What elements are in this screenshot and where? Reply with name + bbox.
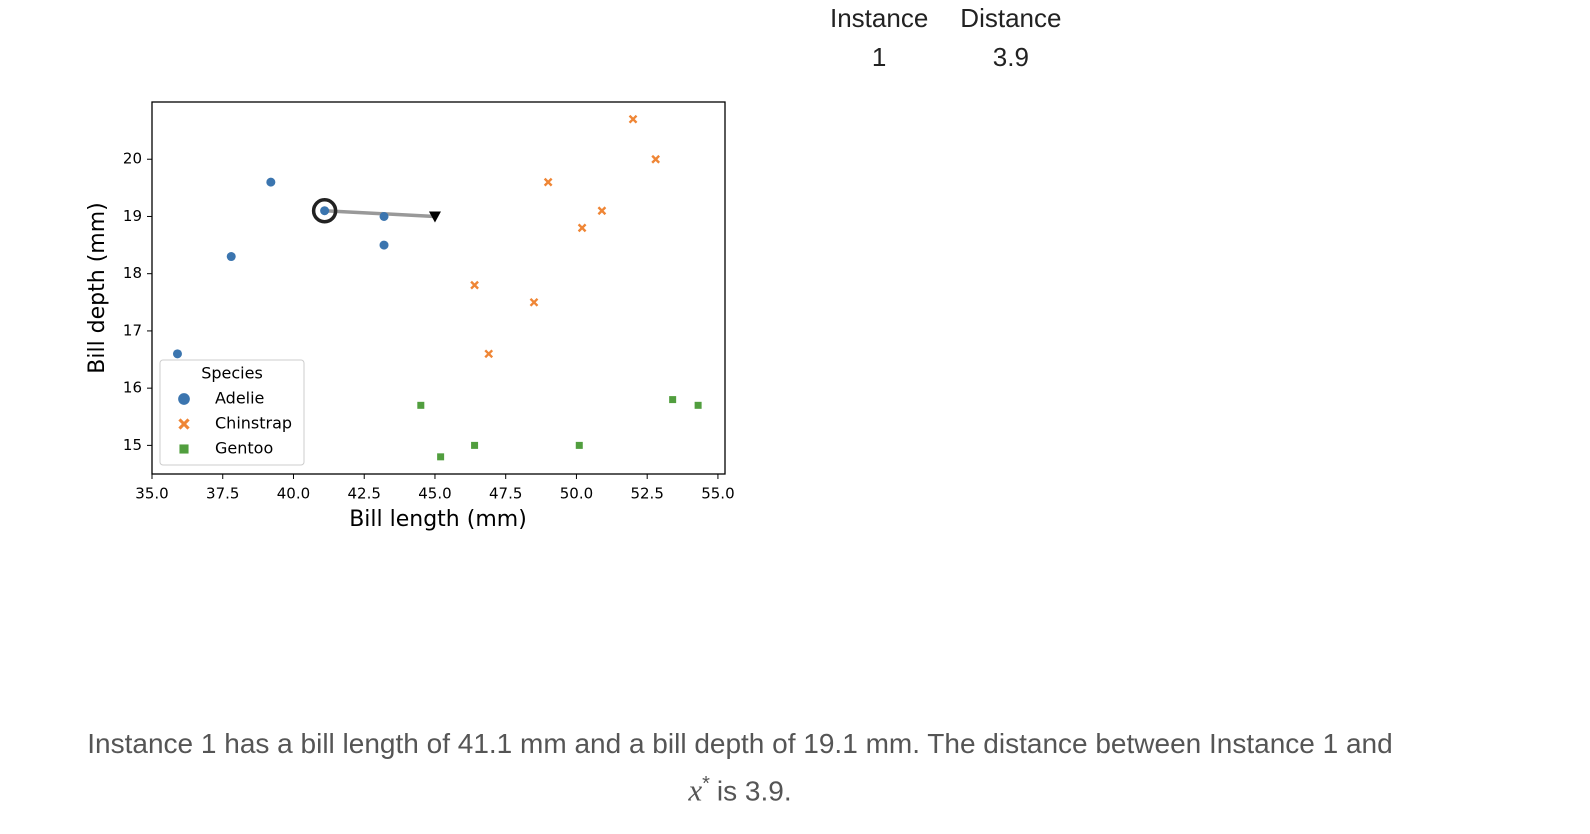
distance-line (324, 208, 436, 219)
point (529, 297, 539, 307)
reference-point (428, 211, 441, 223)
x-tick-label: 35.0 (135, 485, 168, 503)
legend-marker (178, 393, 190, 405)
y-axis-label: Bill depth (mm) (85, 202, 110, 373)
legend-marker (179, 444, 189, 454)
point (266, 177, 276, 187)
x-tick-label: 52.5 (630, 485, 663, 503)
y-tick-label: 20 (123, 150, 142, 168)
point (575, 441, 583, 449)
point (543, 177, 553, 187)
table-header: Distance (960, 2, 1062, 33)
legend-title: Species (201, 364, 263, 383)
legend-label: Adelie (215, 389, 264, 408)
y-tick-label: 18 (123, 264, 142, 282)
legend-box (159, 359, 305, 466)
y-tick-label: 15 (123, 436, 142, 454)
caption: Instance 1 has a bill length of 41.1 mm … (40, 723, 1440, 811)
point (669, 396, 677, 404)
y-tick-label: 17 (123, 321, 142, 339)
y-tick-label: 16 (123, 379, 142, 397)
legend-label: Gentoo (215, 439, 273, 458)
legend-label: Chinstrap (215, 414, 292, 433)
x-tick-label: 42.5 (348, 485, 381, 503)
point (471, 441, 479, 449)
point (470, 280, 479, 290)
caption-text: is 3.9. (716, 775, 792, 807)
x-tick-label: 45.0 (418, 485, 451, 503)
point (651, 154, 661, 164)
point (484, 349, 494, 359)
point (172, 349, 182, 359)
legend-marker (178, 418, 190, 430)
point (628, 114, 638, 124)
point (379, 240, 389, 250)
chart: Bill length (mm) Bill depth (mm) 35.0 37.… (85, 101, 735, 532)
table-header: Instance (830, 2, 929, 33)
point (379, 211, 389, 221)
point (226, 252, 236, 262)
x-axis-label: Bill length (mm) (349, 507, 527, 532)
point (437, 453, 445, 461)
table: Instance Distance 1 3.9 (814, 0, 1077, 78)
math-sup: * (702, 773, 710, 795)
caption-text: Instance 1 has a bill length of 41.1 mm … (87, 728, 1393, 759)
x-tick-label: 50.0 (560, 485, 593, 503)
math-symbol: x (688, 772, 703, 808)
plot-frame (151, 101, 726, 475)
x-tick-label: 37.5 (206, 485, 239, 503)
highlight-ring (311, 197, 338, 224)
point (577, 223, 587, 233)
x-tick-label: 47.5 (489, 485, 522, 503)
point (694, 401, 702, 409)
point (417, 401, 425, 409)
x-tick-label: 55.0 (701, 485, 734, 503)
table-cell: 3.9 (992, 41, 1029, 72)
table-cell: 1 (871, 41, 887, 72)
point (597, 206, 607, 216)
point (320, 206, 330, 216)
y-tick-label: 19 (123, 207, 142, 225)
x-tick-label: 40.0 (277, 485, 310, 503)
